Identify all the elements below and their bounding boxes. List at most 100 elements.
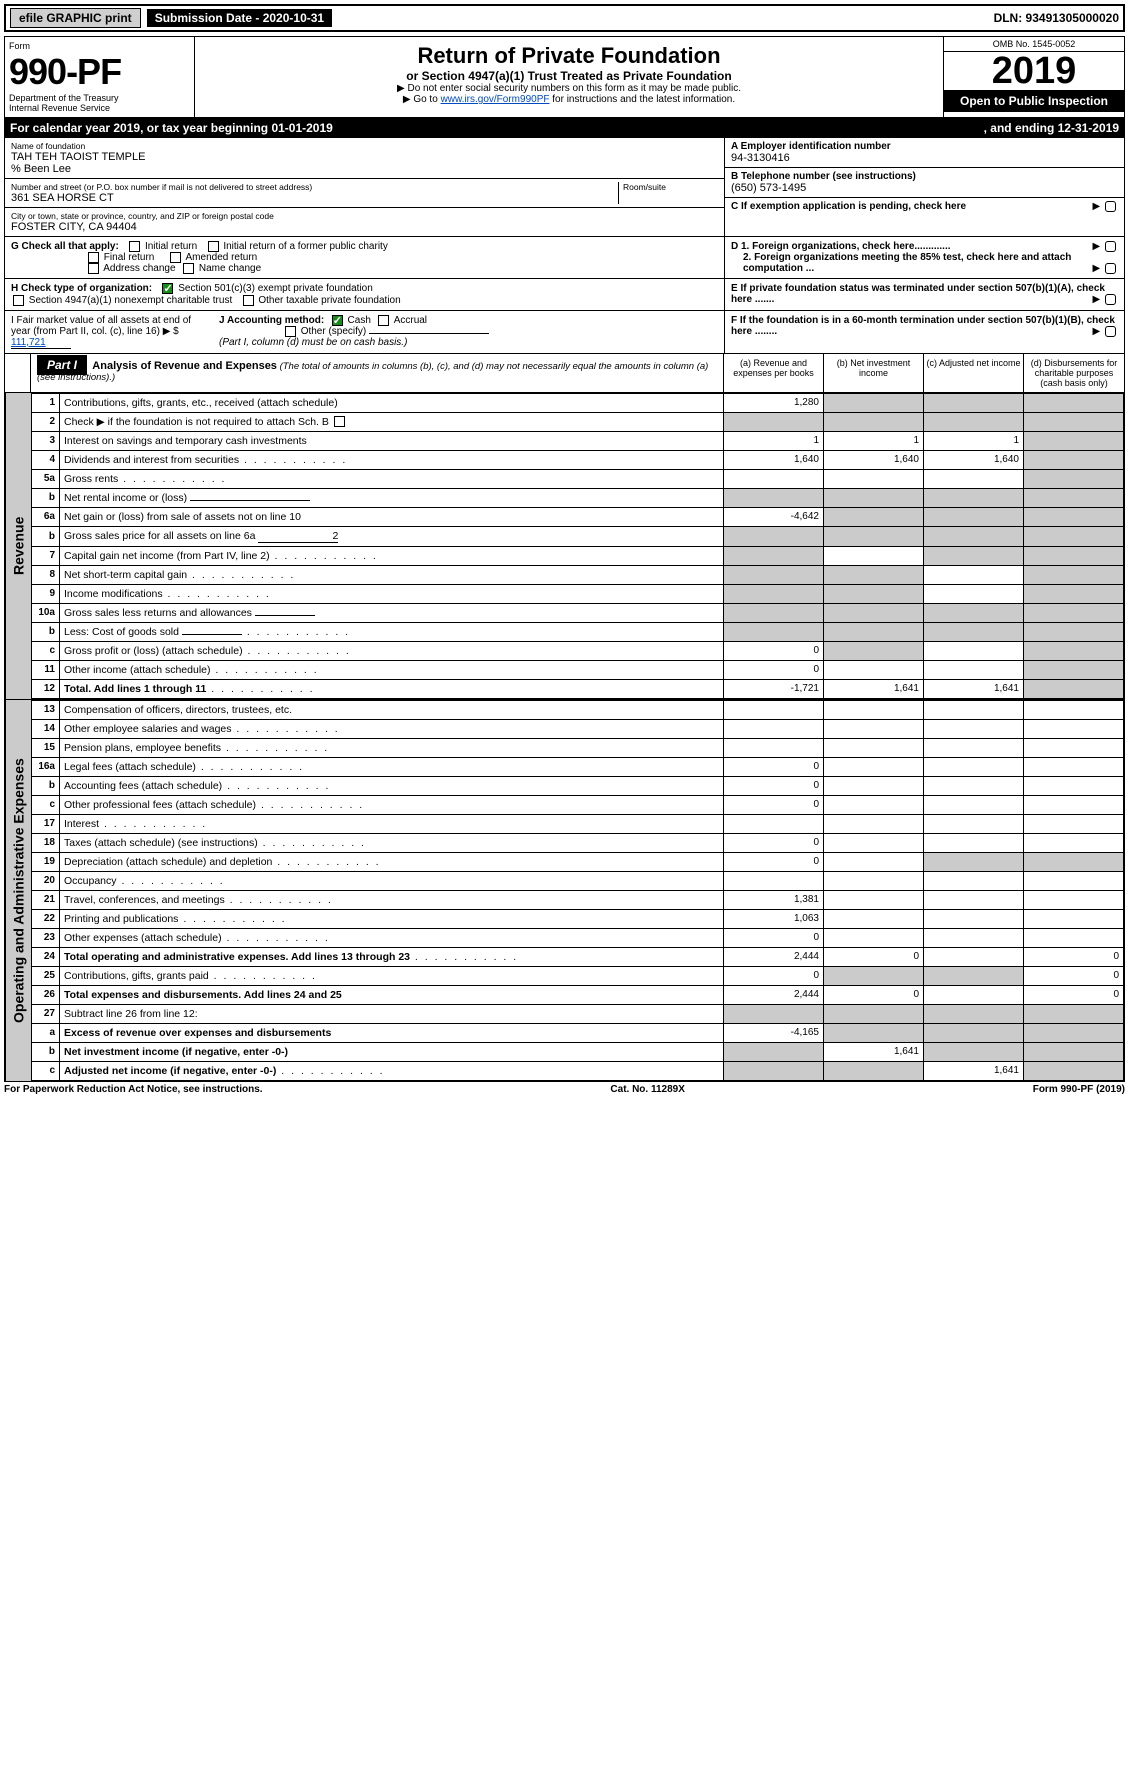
lbl-addr-change: Address change — [103, 263, 175, 274]
revenue-table: Revenue 1Contributions, gifts, grants, e… — [4, 392, 1125, 700]
row-24: 24Total operating and administrative exp… — [32, 947, 1124, 966]
row-4: 4Dividends and interest from securities1… — [32, 450, 1124, 469]
goto-note: ▶ Go to www.irs.gov/Form990PF for instru… — [201, 94, 937, 105]
lbl-other-method: Other (specify) — [301, 326, 367, 337]
row-9: 9Income modifications — [32, 584, 1124, 603]
chk-initial[interactable] — [129, 241, 140, 252]
pct-name: % Been Lee — [11, 163, 718, 175]
dln: DLN: 93491305000020 — [994, 11, 1119, 25]
row-10a: 10aGross sales less returns and allowanc… — [32, 603, 1124, 622]
calendar-year-bar: For calendar year 2019, or tax year begi… — [4, 118, 1125, 138]
form-header: Form 990-PF Department of the Treasury I… — [4, 36, 1125, 118]
row-17: 17Interest — [32, 814, 1124, 833]
chk-accrual[interactable] — [378, 315, 389, 326]
row-26: 26Total expenses and disbursements. Add … — [32, 985, 1124, 1004]
c-checkbox[interactable] — [1105, 201, 1116, 212]
cal-begin: For calendar year 2019, or tax year begi… — [10, 121, 333, 135]
row-10c: cGross profit or (loss) (attach schedule… — [32, 641, 1124, 660]
form-label: Form — [9, 41, 190, 51]
row-7: 7Capital gain net income (from Part IV, … — [32, 546, 1124, 565]
row-5b: bNet rental income or (loss) — [32, 488, 1124, 507]
form-number: 990-PF — [9, 51, 190, 93]
lbl-final: Final return — [104, 252, 155, 263]
chk-cash[interactable] — [332, 315, 343, 326]
chk-name-change[interactable] — [183, 263, 194, 274]
row-27c: cAdjusted net income (if negative, enter… — [32, 1061, 1124, 1080]
row-20: 20Occupancy — [32, 871, 1124, 890]
tel-label: B Telephone number (see instructions) — [731, 171, 1118, 182]
ein-value: 94-3130416 — [731, 152, 1118, 164]
top-bar: efile GRAPHIC print Submission Date - 20… — [4, 4, 1125, 32]
row-21: 21Travel, conferences, and meetings1,381 — [32, 890, 1124, 909]
d1-checkbox[interactable] — [1105, 241, 1116, 252]
row-27b: bNet investment income (if negative, ent… — [32, 1042, 1124, 1061]
chk-amended[interactable] — [170, 252, 181, 263]
col-b-header: (b) Net investment income — [824, 354, 924, 392]
open-inspection: Open to Public Inspection — [944, 90, 1124, 112]
i-label: I Fair market value of all assets at end… — [11, 315, 191, 337]
form-subtitle: or Section 4947(a)(1) Trust Treated as P… — [201, 69, 937, 83]
f-checkbox[interactable] — [1105, 326, 1116, 337]
row-23: 23Other expenses (attach schedule)0 — [32, 928, 1124, 947]
tax-year: 2019 — [944, 52, 1124, 90]
e-checkbox[interactable] — [1105, 294, 1116, 305]
row-16c: cOther professional fees (attach schedul… — [32, 795, 1124, 814]
f-label: F If the foundation is in a 60-month ter… — [731, 315, 1115, 337]
irs-link[interactable]: www.irs.gov/Form990PF — [441, 94, 550, 105]
lbl-4947: Section 4947(a)(1) nonexempt charitable … — [29, 295, 232, 306]
revenue-label: Revenue — [5, 393, 31, 699]
row-15: 15Pension plans, employee benefits — [32, 738, 1124, 757]
part1-header-row: Part I Analysis of Revenue and Expenses … — [4, 354, 1125, 392]
identification-block: Name of foundation TAH TEH TAOIST TEMPLE… — [4, 138, 1125, 237]
ein-label: A Employer identification number — [731, 141, 1118, 152]
row-11: 11Other income (attach schedule)0 — [32, 660, 1124, 679]
submission-date: Submission Date - 2020-10-31 — [147, 9, 332, 27]
part1-title: Analysis of Revenue and Expenses — [92, 360, 277, 372]
h-label: H Check type of organization: — [11, 284, 152, 295]
lbl-cash: Cash — [348, 315, 371, 326]
chk-4947[interactable] — [13, 295, 24, 306]
efile-print-button[interactable]: efile GRAPHIC print — [10, 8, 141, 28]
row-2: 2Check ▶ if the foundation is not requir… — [32, 412, 1124, 431]
chk-final[interactable] — [88, 252, 99, 263]
city-label: City or town, state or province, country… — [11, 211, 718, 221]
name-label: Name of foundation — [11, 141, 718, 151]
row-16a: 16aLegal fees (attach schedule)0 — [32, 757, 1124, 776]
row-27: 27Subtract line 26 from line 12: — [32, 1004, 1124, 1023]
g-label: G Check all that apply: — [11, 241, 119, 252]
chk-501c3[interactable] — [162, 283, 173, 294]
room-label: Room/suite — [623, 182, 718, 192]
chk-other-taxable[interactable] — [243, 295, 254, 306]
row-14: 14Other employee salaries and wages — [32, 719, 1124, 738]
lbl-amended: Amended return — [186, 252, 258, 263]
row-6a: 6aNet gain or (loss) from sale of assets… — [32, 507, 1124, 526]
d1-label: D 1. Foreign organizations, check here..… — [731, 241, 951, 252]
foundation-name: TAH TEH TAOIST TEMPLE — [11, 151, 718, 163]
row-12: 12Total. Add lines 1 through 11-1,7211,6… — [32, 679, 1124, 698]
row-22: 22Printing and publications1,063 — [32, 909, 1124, 928]
tel-value: (650) 573-1495 — [731, 182, 1118, 194]
goto-pre: ▶ Go to — [403, 94, 441, 105]
ssn-note: ▶ Do not enter social security numbers o… — [201, 83, 937, 94]
fmv-value: 111,721 — [11, 337, 71, 349]
col-a-header: (a) Revenue and expenses per books — [724, 354, 824, 392]
chk-other-method[interactable] — [285, 326, 296, 337]
section-g-d: G Check all that apply: Initial return I… — [4, 237, 1125, 279]
row-8: 8Net short-term capital gain — [32, 565, 1124, 584]
form-title: Return of Private Foundation — [201, 43, 937, 69]
e-label: E If private foundation status was termi… — [731, 283, 1105, 305]
d2-label: 2. Foreign organizations meeting the 85%… — [743, 252, 1071, 274]
page-footer: For Paperwork Reduction Act Notice, see … — [4, 1084, 1125, 1095]
chk-addr-change[interactable] — [88, 263, 99, 274]
row-10b: bLess: Cost of goods sold — [32, 622, 1124, 641]
chk-sch-b[interactable] — [334, 416, 345, 427]
section-ij-f: I Fair market value of all assets at end… — [4, 311, 1125, 354]
dept-label: Department of the Treasury — [9, 93, 190, 103]
addr-label: Number and street (or P.O. box number if… — [11, 182, 618, 192]
row-19: 19Depreciation (attach schedule) and dep… — [32, 852, 1124, 871]
row-18: 18Taxes (attach schedule) (see instructi… — [32, 833, 1124, 852]
d2-checkbox[interactable] — [1105, 263, 1116, 274]
row-27a: aExcess of revenue over expenses and dis… — [32, 1023, 1124, 1042]
col-c-header: (c) Adjusted net income — [924, 354, 1024, 392]
chk-initial-former[interactable] — [208, 241, 219, 252]
